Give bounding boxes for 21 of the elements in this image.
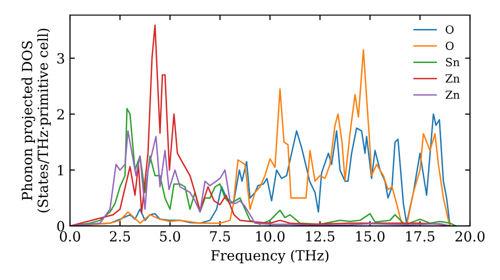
x-axis-title: Frequency (THz) (211, 250, 328, 264)
y-tick-label: 0 (57, 220, 64, 232)
x-tick-label: 0.0 (60, 231, 80, 242)
y-axis-title: Phonon projected DOS (States/THz·primitive cell) (22, 28, 51, 212)
line-series (70, 130, 451, 226)
legend-label: O (446, 25, 454, 34)
y-tick-label: 3 (57, 53, 64, 64)
x-tick-label: 17.5 (406, 231, 434, 242)
x-tick-label: 10.0 (256, 231, 285, 242)
legend-label: Zn (446, 74, 460, 82)
x-tick-label: 20.0 (455, 231, 485, 242)
legend-label: O (446, 42, 454, 50)
x-tick-label: 15.0 (356, 231, 385, 242)
x-tick-label: 2.5 (110, 231, 130, 242)
x-tick-label: 12.5 (306, 231, 334, 242)
legend-label: Sn (446, 58, 460, 66)
x-tick-label: 5.0 (160, 231, 180, 242)
legend-label: Zn (446, 90, 460, 99)
y-tick-label: 1 (58, 165, 64, 176)
x-tick-label: 7.5 (210, 231, 230, 242)
y-tick-label: 2 (57, 109, 64, 120)
